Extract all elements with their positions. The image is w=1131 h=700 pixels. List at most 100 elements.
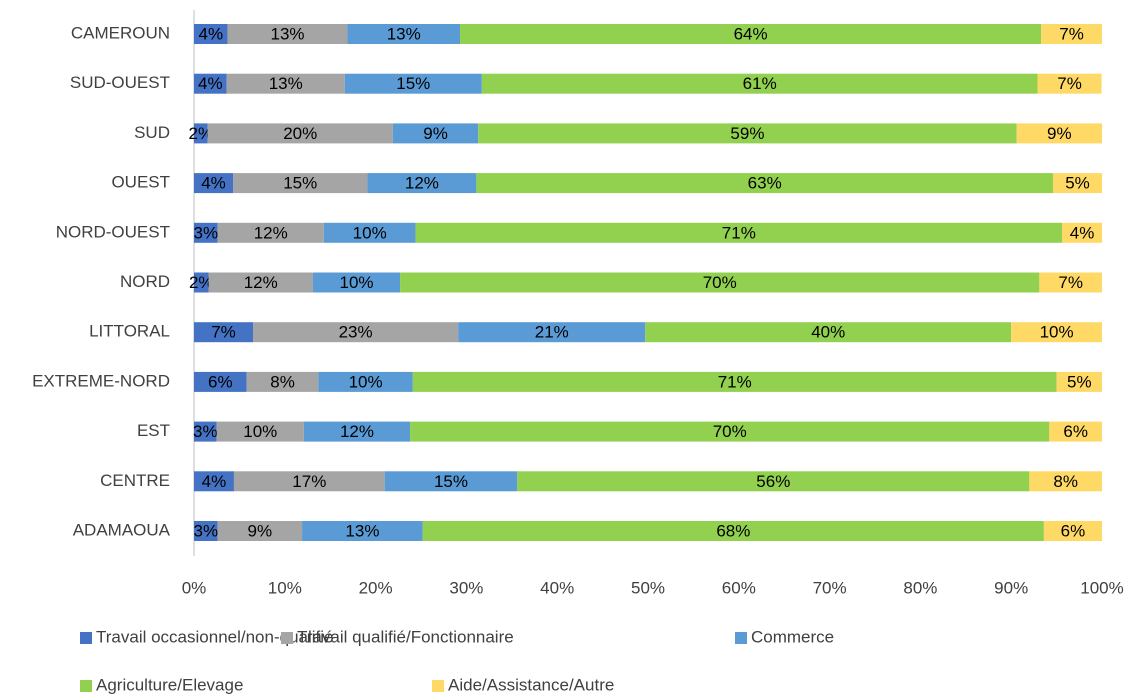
bar-segment (478, 123, 1017, 144)
bar-segment (347, 24, 461, 44)
bar-segment (517, 471, 1030, 492)
bar-segment (194, 421, 217, 442)
data-label: 70% (703, 273, 737, 292)
x-tick-label: 0% (182, 578, 207, 597)
x-tick-label: 90% (994, 578, 1028, 597)
data-label: 10% (353, 223, 387, 242)
x-tick-label: 70% (813, 578, 847, 597)
data-label: 6% (1063, 422, 1088, 441)
data-label: 12% (340, 422, 374, 441)
data-label: 12% (254, 223, 288, 242)
bar-segment (194, 471, 234, 492)
data-label: 5% (1065, 174, 1090, 193)
data-label: 13% (345, 521, 379, 540)
bar-segment (194, 173, 234, 194)
data-label: 13% (271, 24, 305, 43)
bar-segment (312, 272, 401, 293)
bar-segment (233, 471, 385, 492)
bar-segment (208, 272, 313, 293)
x-tick-label: 80% (903, 578, 937, 597)
bar-segment (194, 322, 254, 343)
bar-segment (194, 371, 247, 392)
bar-segment (344, 73, 482, 94)
data-label: 68% (716, 521, 750, 540)
bar-segment (194, 73, 227, 94)
bar-segment (217, 222, 324, 243)
data-label: 4% (199, 24, 224, 43)
legend-label: Aide/Assistance/Autre (448, 675, 614, 694)
bar-segment (422, 521, 1044, 541)
bar-segment (194, 222, 218, 243)
x-tick-label: 50% (631, 578, 665, 597)
y-tick-label: SUD-OUEST (70, 73, 170, 92)
data-label: 10% (1040, 323, 1074, 342)
data-label: 7% (211, 323, 236, 342)
data-label: 71% (718, 372, 752, 391)
legend-marker (281, 632, 293, 644)
bar-segment (194, 24, 228, 44)
data-label: 21% (535, 323, 569, 342)
bar-segment (1043, 521, 1102, 541)
bar-segment (227, 24, 348, 44)
bar-segment (410, 421, 1050, 442)
bar-segment (1037, 73, 1102, 94)
x-tick-label: 20% (359, 578, 393, 597)
y-tick-label: EST (137, 421, 170, 440)
data-label: 13% (269, 74, 303, 93)
data-label: 61% (743, 74, 777, 93)
data-label: 4% (1070, 223, 1095, 242)
data-label: 9% (423, 124, 448, 143)
data-label: 9% (248, 521, 273, 540)
bar-segment (1049, 421, 1102, 442)
y-tick-label: NORD (120, 272, 170, 291)
x-tick-label: 60% (722, 578, 756, 597)
data-label: 3% (194, 223, 219, 242)
bar-segment (318, 371, 413, 392)
data-label: 23% (339, 323, 373, 342)
data-label: 15% (434, 472, 468, 491)
bar-segment (216, 421, 304, 442)
data-label: 13% (387, 24, 421, 43)
legend-marker (432, 680, 444, 692)
bar-segment (384, 471, 518, 492)
data-label: 5% (1067, 372, 1092, 391)
y-tick-label: EXTREME-NORD (32, 371, 170, 390)
legend-marker (735, 632, 747, 644)
data-label: 2% (189, 273, 214, 292)
data-label: 15% (396, 74, 430, 93)
data-label: 12% (244, 273, 278, 292)
data-label: 4% (201, 174, 226, 193)
data-label: 8% (1053, 472, 1078, 491)
bar-segment (1039, 272, 1102, 293)
data-label: 40% (811, 323, 845, 342)
x-tick-label: 100% (1080, 578, 1123, 597)
legend-label: Agriculture/Elevage (96, 675, 243, 694)
y-tick-label: SUD (134, 123, 170, 142)
data-label: 6% (208, 372, 233, 391)
data-label: 56% (756, 472, 790, 491)
data-label: 10% (340, 273, 374, 292)
y-tick-label: NORD-OUEST (56, 222, 170, 241)
data-label: 4% (198, 74, 223, 93)
data-label: 64% (734, 24, 768, 43)
legend-label: Travail occasionnel/non-qualifié (96, 627, 334, 646)
bar-segment (458, 322, 646, 343)
data-label: 59% (730, 124, 764, 143)
bar-segment (194, 521, 218, 541)
data-label: 3% (193, 422, 218, 441)
data-label: 3% (194, 521, 219, 540)
bar-segment (400, 272, 1040, 293)
data-label: 7% (1058, 273, 1083, 292)
bar-segment (1062, 222, 1102, 243)
bar-segment (323, 222, 416, 243)
data-label: 9% (1047, 124, 1072, 143)
bar-segment (645, 322, 1012, 343)
bar-segment (194, 272, 209, 293)
data-label: 7% (1059, 24, 1084, 43)
bar-segment (1041, 24, 1102, 44)
y-tick-label: LITTORAL (89, 322, 170, 341)
bar-segment (415, 222, 1063, 243)
bar-segment (217, 521, 303, 541)
bar-segment (1056, 371, 1102, 392)
